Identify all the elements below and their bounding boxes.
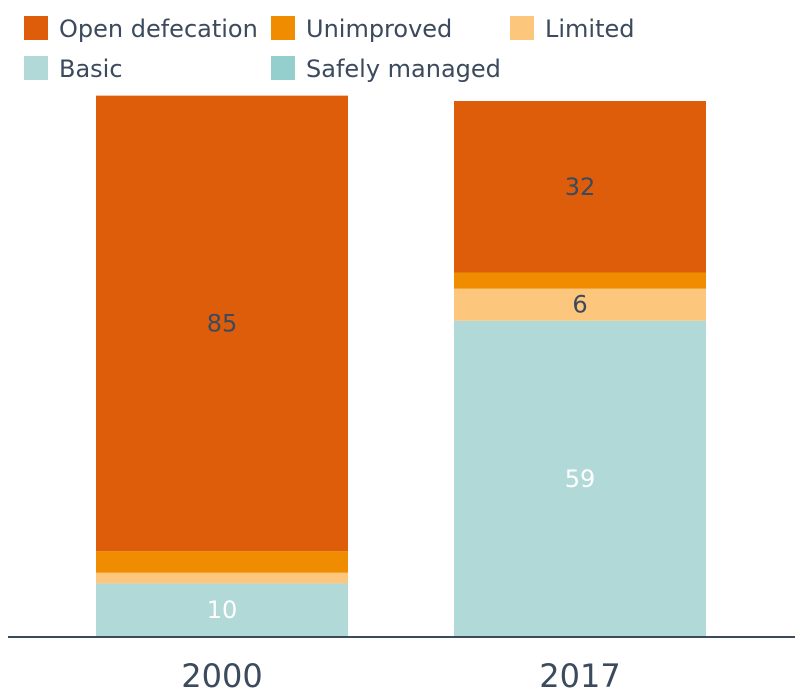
bar-segment-2017-unimproved <box>454 272 706 289</box>
legend-label-limited: Limited <box>545 15 635 43</box>
bar-segment-2000-open-defecation <box>96 95 348 552</box>
bar-segment-2000-unimproved <box>96 551 348 573</box>
bar-segment-2017-open-defecation <box>454 101 706 273</box>
data-label-2000-open-defecation: 85 <box>207 309 238 337</box>
data-label-2017-basic: 59 <box>565 465 596 493</box>
data-label-2000-basic: 10 <box>207 596 238 624</box>
bar-segment-2017-basic <box>454 320 706 637</box>
legend-label-basic: Basic <box>59 55 123 83</box>
bar-segment-2000-basic <box>96 583 348 637</box>
legend-label-open-defecation: Open defecation <box>59 15 258 43</box>
legend-item-unimproved: Unimproved <box>271 15 452 43</box>
data-labels: 85 10 32 6 59 <box>207 173 596 624</box>
legend-swatch-unimproved <box>271 16 295 40</box>
x-tick-label-2017: 2017 <box>539 657 620 695</box>
legend-label-safely-managed: Safely managed <box>306 55 501 83</box>
legend-swatch-limited <box>510 16 534 40</box>
legend-label-unimproved: Unimproved <box>306 15 452 43</box>
x-axis-ticks: 2000 2017 <box>181 657 620 695</box>
legend-item-safely-managed: Safely managed <box>271 55 501 83</box>
legend: Open defecation Unimproved Limited Basic Saf… <box>24 15 635 83</box>
legend-item-limited: Limited <box>510 15 635 43</box>
bars <box>96 95 706 637</box>
legend-item-open-defecation: Open defecation <box>24 15 258 43</box>
legend-item-basic: Basic <box>24 55 123 83</box>
x-tick-label-2000: 2000 <box>181 657 262 695</box>
legend-swatch-basic <box>24 56 48 80</box>
legend-swatch-safely-managed <box>271 56 295 80</box>
data-label-2017-limited: 6 <box>572 291 587 319</box>
data-label-2017-open-defecation: 32 <box>565 173 596 201</box>
legend-swatch-open-defecation <box>24 16 48 40</box>
bar-segment-2017-limited <box>454 288 706 321</box>
bar-segment-2000-limited <box>96 572 348 584</box>
